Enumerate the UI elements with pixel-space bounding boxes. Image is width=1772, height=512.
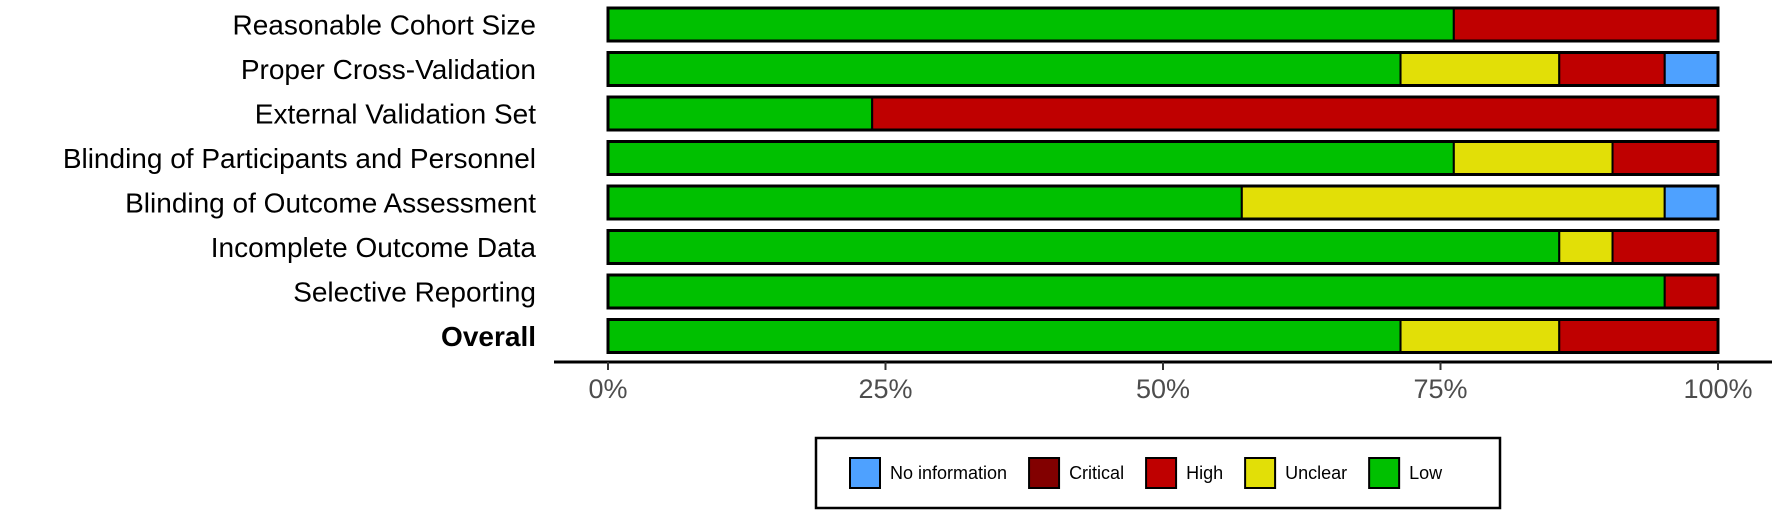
legend-swatch (1028, 457, 1061, 489)
row-label: Incomplete Outcome Data (211, 232, 537, 263)
chart-rows: Reasonable Cohort Size Proper Cross-Valid… (63, 6, 1720, 354)
bar-row: Reasonable Cohort Size (232, 6, 1720, 43)
bar-segment-high (1663, 274, 1719, 309)
bar-segment-low (607, 274, 1666, 309)
bar-outline (606, 273, 1720, 310)
bar-outline (606, 6, 1720, 43)
legend-item: High (1145, 457, 1223, 489)
bar-segment-high (1611, 229, 1720, 265)
row-label: Reasonable Cohort Size (232, 10, 536, 41)
bar-segment-unclear (1452, 140, 1614, 176)
legend-swatch (849, 457, 881, 489)
bar-segment-no-information (1663, 51, 1719, 87)
x-tick-label: 25% (858, 374, 912, 404)
bar-segment-low (607, 229, 1561, 265)
legend-label: Low (1409, 463, 1443, 483)
x-tick-label: 50% (1136, 374, 1190, 404)
bar-segment-unclear (1399, 318, 1561, 354)
bar-segment-high (1558, 51, 1666, 87)
bar-segment-low (607, 318, 1402, 354)
row-label: Proper Cross-Validation (241, 54, 536, 85)
bar-row: Proper Cross-Validation (241, 51, 1720, 87)
legend-label: No information (890, 463, 1007, 483)
bar-segment-no-information (1663, 185, 1719, 220)
row-label: Overall (441, 321, 536, 352)
legend-swatch (1145, 457, 1178, 489)
bar-row: Overall (441, 318, 1720, 354)
bar-row: Blinding of Outcome Assessment (125, 184, 1720, 221)
bar-row: External Validation Set (255, 95, 1720, 132)
bar-row: Blinding of Participants and Personnel (63, 140, 1720, 176)
row-label: Selective Reporting (293, 277, 536, 308)
bar-outline (606, 51, 1720, 87)
x-tick-label: 0% (588, 374, 627, 404)
legend-item: Low (1368, 457, 1443, 489)
legend-swatch (1244, 457, 1277, 489)
bar-segment-high (1611, 140, 1720, 176)
x-tick-label: 100% (1683, 374, 1752, 404)
bar-outline (606, 95, 1720, 132)
legend: No information Critical High Unclear Low (814, 436, 1502, 510)
bar-segment-low (607, 96, 874, 131)
bar-segment-low (607, 185, 1243, 220)
legend-item: Critical (1028, 457, 1124, 489)
bar-segment-high (1452, 7, 1719, 42)
legend-swatch (1368, 457, 1401, 489)
bar-segment-low (607, 51, 1402, 87)
bar-segment-unclear (1240, 185, 1666, 220)
row-label: Blinding of Participants and Personnel (63, 143, 536, 174)
bar-segment-low (607, 140, 1455, 176)
bar-segment-unclear (1399, 51, 1561, 87)
row-label: Blinding of Outcome Assessment (125, 188, 536, 219)
row-label: External Validation Set (255, 99, 536, 130)
legend-label: Critical (1069, 463, 1124, 483)
bar-outline (606, 318, 1720, 354)
bar-outline (606, 184, 1720, 221)
legend-label: High (1186, 463, 1223, 483)
bar-segment-low (607, 7, 1455, 42)
bar-segment-unclear (1558, 229, 1614, 265)
x-tick-label: 75% (1413, 374, 1467, 404)
bar-segment-high (1558, 318, 1720, 354)
legend-label: Unclear (1285, 463, 1347, 483)
bar-outline (606, 229, 1720, 265)
bar-segment-high (871, 96, 1719, 131)
legend-items: No information Critical High Unclear Low (849, 457, 1443, 489)
x-axis-ticks: 0% 25% 50% 75% 100% (588, 362, 1753, 404)
legend-item: Unclear (1244, 457, 1347, 489)
bar-row: Selective Reporting (293, 273, 1720, 310)
bar-row: Incomplete Outcome Data (211, 229, 1720, 265)
legend-item: No information (849, 457, 1007, 489)
bar-outline (606, 140, 1720, 176)
